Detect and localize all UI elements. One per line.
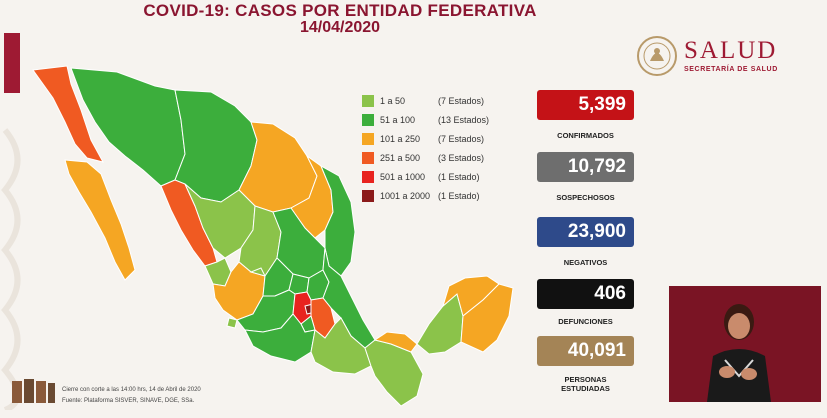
sospechosos-label: SOSPECHOSOS: [556, 193, 615, 202]
estudiadas-label-line2: ESTUDIADAS: [561, 384, 610, 393]
defunciones-value: 406: [537, 279, 634, 309]
legend-range: 101 a 250: [380, 134, 421, 144]
legend-item: 1001 a 2000 (1 Estado): [362, 188, 512, 207]
legend-count: (7 Estados): [438, 96, 485, 106]
legend-item: 51 a 100 (13 Estados): [362, 112, 512, 131]
state-queretaro: [288, 273, 310, 295]
state-baja-california: [32, 65, 104, 163]
state-campeche: [416, 293, 464, 355]
estudiadas-value: 40,091: [537, 336, 634, 366]
legend-range: 1001 a 2000: [380, 191, 431, 201]
confirmados-value: 5,399: [537, 90, 634, 120]
state-guerrero: [244, 313, 316, 363]
state-colima: [226, 317, 238, 329]
sospechosos-value: 10,792: [537, 152, 634, 182]
legend-swatch: [362, 190, 374, 202]
mexico-map: [32, 65, 514, 407]
legend-range: 51 a 100: [380, 115, 416, 125]
legend-item: 251 a 500 (3 Estados): [362, 150, 512, 169]
legend-count: (13 Estados): [438, 115, 490, 125]
left-accent-stripe: [4, 33, 20, 93]
footer-logos-icon: [12, 379, 55, 403]
legend-swatch: [362, 133, 374, 145]
legend-count: (1 Estado): [438, 172, 480, 182]
legend-item: 501 a 1000 (1 Estado): [362, 169, 512, 188]
page-title: COVID-19: CASOS POR ENTIDAD FEDERATIVA: [143, 1, 537, 20]
brand-name: SALUD: [684, 37, 778, 64]
background-ornament: [1, 128, 21, 410]
brand-subtitle: SECRETARÍA DE SALUD: [684, 66, 778, 73]
footer-source: Fuente: Plataforma SISVER, SINAVE, DGE, …: [62, 398, 195, 404]
state-baja-california-sur: [64, 159, 136, 281]
national-seal-icon: [637, 36, 677, 76]
legend-item: 1 a 50 (7 Estados): [362, 93, 512, 112]
footer-cutoff: Cierre con corte a las 14:00 hrs, 14 de …: [62, 387, 201, 393]
state-quintana-roo: [460, 283, 514, 353]
legend-count: (3 Estados): [438, 153, 485, 163]
confirmados-label: CONFIRMADOS: [557, 131, 614, 140]
negativos-label: NEGATIVOS: [563, 258, 608, 267]
legend-range: 251 a 500: [380, 153, 421, 163]
legend-swatch: [362, 152, 374, 164]
state-chiapas: [364, 339, 424, 407]
salud-logo: SALUD SECRETARÍA DE SALUD: [636, 35, 816, 80]
legend-item: 101 a 250 (7 Estados): [362, 131, 512, 150]
negativos-value: 23,900: [537, 217, 634, 247]
defunciones-label: DEFUNCIONES: [558, 317, 613, 326]
legend-count: (7 Estados): [438, 134, 485, 144]
legend-count: (1 Estado): [438, 191, 480, 201]
legend-swatch: [362, 95, 374, 107]
estudiadas-label-line1: PERSONAS: [564, 375, 607, 384]
sign-language-interpreter-video: [669, 286, 821, 402]
state-aguascalientes: [249, 267, 266, 277]
legend-swatch: [362, 114, 374, 126]
state-sinaloa: [160, 179, 218, 267]
map-legend: 1 a 50 (7 Estados) 51 a 100 (13 Estados)…: [362, 93, 512, 207]
legend-swatch: [362, 171, 374, 183]
page-date: 14/04/2020: [299, 19, 381, 36]
interpreter-person-icon: [669, 286, 821, 402]
legend-range: 1 a 50: [380, 96, 406, 106]
legend-range: 501 a 1000: [380, 172, 426, 182]
